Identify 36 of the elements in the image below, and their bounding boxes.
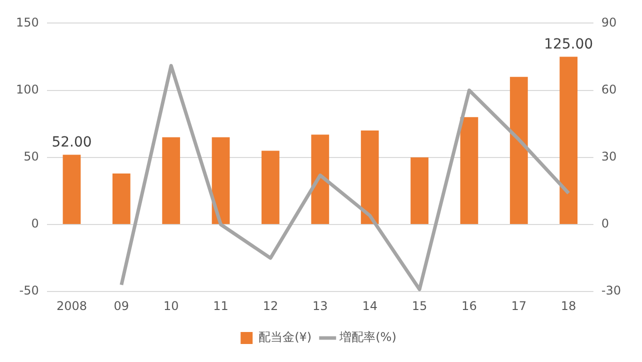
- x-tick-label: 17: [511, 298, 527, 313]
- y-tick-label: 150: [16, 15, 39, 30]
- data-label: 125.00: [544, 36, 594, 52]
- y2-tick-label: 90: [601, 15, 617, 30]
- bar: [162, 137, 180, 224]
- y2-tick-label: 60: [601, 82, 617, 96]
- y2-tick-label: 0: [601, 216, 610, 231]
- bar: [112, 174, 130, 224]
- x-tick-label: 15: [412, 298, 428, 313]
- bar: [360, 130, 379, 224]
- x-tick-label: 09: [114, 298, 130, 313]
- x-tick-label: 10: [163, 298, 179, 313]
- bar: [262, 150, 280, 224]
- x-tick-label: 14: [362, 298, 378, 313]
- y-tick-label: 50: [24, 150, 39, 164]
- bar: [460, 117, 478, 224]
- y2-tick-label: 30: [601, 150, 617, 164]
- bar: [510, 76, 528, 224]
- x-tick-label: 12: [262, 298, 278, 313]
- y-tick-label: 100: [16, 82, 39, 96]
- bar: [62, 154, 81, 224]
- bar: [560, 56, 578, 224]
- legend-label: 配当金(¥): [258, 330, 312, 344]
- x-tick-label: 11: [213, 298, 228, 313]
- x-tick-label: 2008: [56, 298, 88, 313]
- legend-label: 増配率(%): [338, 330, 396, 344]
- bar: [311, 134, 330, 224]
- bar: [212, 137, 230, 224]
- y-tick-label: -50: [19, 284, 39, 298]
- data-label: 52.00: [52, 134, 92, 150]
- x-tick-label: 13: [312, 298, 328, 313]
- bar: [410, 157, 428, 224]
- y2-tick-label: -30: [601, 284, 622, 298]
- x-tick-label: 16: [462, 298, 477, 313]
- x-tick-label: 18: [560, 298, 576, 313]
- y-tick-label: 0: [31, 216, 39, 231]
